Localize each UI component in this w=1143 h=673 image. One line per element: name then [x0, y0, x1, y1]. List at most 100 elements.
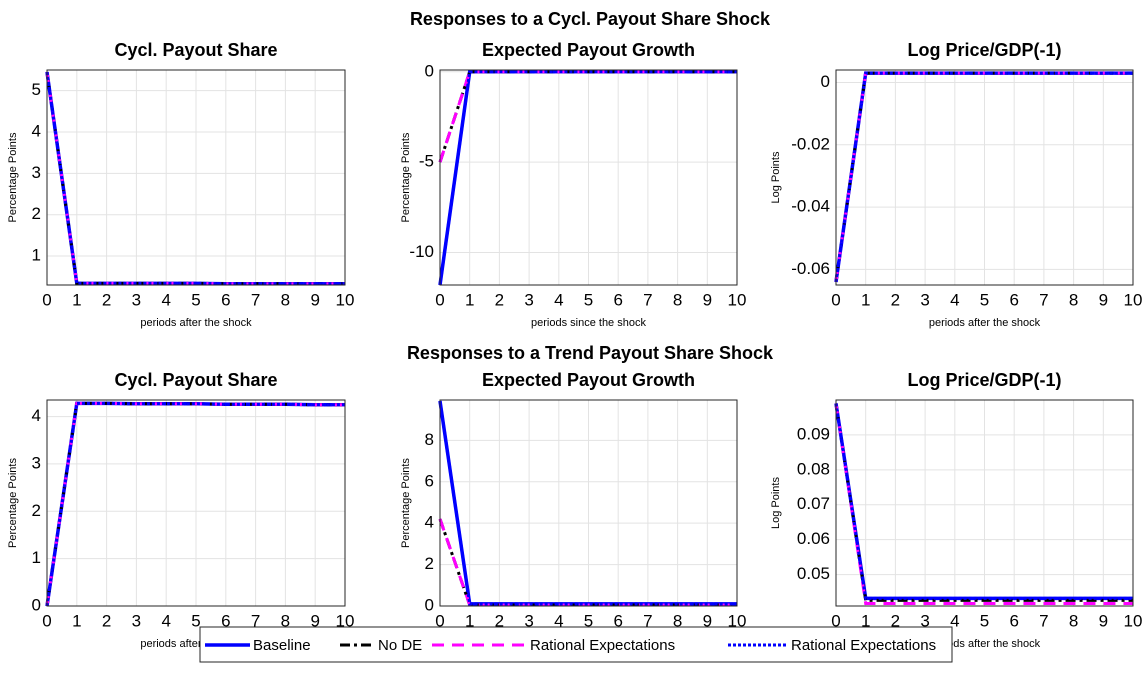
y-axis-label: Percentage Points	[400, 458, 412, 548]
x-tick-label: 10	[728, 290, 747, 309]
series-line	[45, 401, 345, 607]
x-tick-label: 4	[554, 611, 563, 630]
x-tick-label: 1	[861, 290, 870, 309]
series-line	[834, 403, 1133, 602]
x-axis-label: periods since the shock	[531, 317, 646, 329]
y-tick-label: 4	[32, 406, 41, 425]
x-tick-label: 7	[643, 611, 652, 630]
x-tick-label: 7	[251, 290, 260, 309]
x-tick-label: 0	[42, 290, 51, 309]
subplot-title: Cycl. Payout Share	[114, 40, 277, 60]
x-tick-label: 2	[891, 611, 900, 630]
y-axis-label: Percentage Points	[400, 132, 412, 222]
x-tick-label: 8	[673, 611, 682, 630]
x-tick-label: 8	[673, 290, 682, 309]
series-line	[834, 403, 1133, 606]
x-tick-label: 9	[703, 290, 712, 309]
x-tick-label: 9	[310, 290, 319, 309]
x-tick-label: 1	[72, 290, 81, 309]
y-axis-label: Percentage Points	[7, 132, 19, 222]
x-tick-label: 4	[161, 611, 170, 630]
x-tick-label: 2	[102, 290, 111, 309]
axes-box	[835, 69, 1134, 286]
x-tick-label: 5	[584, 611, 593, 630]
x-tick-label: 8	[281, 611, 290, 630]
x-tick-label: 7	[1039, 611, 1048, 630]
x-tick-label: 3	[132, 290, 141, 309]
x-tick-label: 4	[554, 290, 563, 309]
subplot-title: Expected Payout Growth	[482, 370, 695, 390]
x-tick-label: 0	[831, 611, 840, 630]
x-tick-label: 8	[281, 290, 290, 309]
subplot-title: Log Price/GDP(-1)	[907, 40, 1061, 60]
y-tick-label: 0	[32, 595, 41, 614]
y-tick-label: 0.07	[797, 494, 830, 513]
x-tick-label: 8	[1069, 290, 1078, 309]
subplot-title: Cycl. Payout Share	[114, 370, 277, 390]
axes-box	[439, 69, 738, 286]
y-tick-label: 4	[425, 513, 434, 532]
y-axis-label: Percentage Points	[7, 458, 19, 548]
y-tick-label: 2	[32, 501, 41, 520]
x-tick-label: 10	[728, 611, 747, 630]
x-tick-label: 10	[336, 290, 355, 309]
x-tick-label: 7	[643, 290, 652, 309]
legend-label: Rational Expectations	[791, 637, 936, 654]
x-tick-label: 5	[191, 290, 200, 309]
x-tick-label: 2	[495, 611, 504, 630]
x-tick-label: 0	[435, 611, 444, 630]
x-tick-label: 3	[920, 611, 929, 630]
x-tick-label: 1	[861, 611, 870, 630]
x-tick-label: 3	[524, 290, 533, 309]
legend-box	[199, 626, 953, 663]
x-axis-label: periods after the shock	[929, 638, 1041, 650]
x-tick-label: 1	[72, 611, 81, 630]
y-tick-label: 2	[425, 554, 434, 573]
series-line	[834, 403, 1133, 600]
x-tick-label: 4	[161, 290, 170, 309]
x-tick-label: 10	[336, 611, 355, 630]
x-tick-label: 3	[132, 611, 141, 630]
y-tick-label: 0	[425, 595, 434, 614]
series-line	[438, 400, 737, 606]
x-tick-label: 10	[1124, 611, 1143, 630]
y-tick-label: 3	[32, 453, 41, 472]
x-tick-label: 9	[703, 611, 712, 630]
y-tick-label: 1	[32, 548, 41, 567]
y-tick-label: -0.04	[791, 197, 830, 216]
subplot-title: Expected Payout Growth	[482, 40, 695, 60]
x-tick-label: 6	[221, 611, 230, 630]
y-tick-label: 8	[425, 430, 434, 449]
y-tick-label: 5	[32, 80, 41, 99]
x-tick-label: 10	[1124, 290, 1143, 309]
y-tick-label: -5	[419, 152, 434, 171]
axes-box	[46, 69, 346, 286]
legend-label: No DE	[378, 637, 422, 654]
y-tick-label: 0.08	[797, 459, 830, 478]
x-tick-label: 0	[42, 611, 51, 630]
y-tick-label: 4	[32, 122, 41, 141]
x-tick-label: 5	[980, 611, 989, 630]
x-tick-label: 5	[584, 290, 593, 309]
x-tick-label: 0	[831, 290, 840, 309]
y-tick-label: 0	[821, 72, 830, 91]
series-line	[438, 70, 737, 286]
axes-box	[439, 399, 738, 607]
x-tick-label: 2	[102, 611, 111, 630]
x-tick-label: 4	[950, 611, 959, 630]
series-line	[834, 71, 1133, 283]
y-tick-label: 0.09	[797, 424, 830, 443]
x-tick-label: 6	[613, 290, 622, 309]
legend-label: Rational Expectations	[530, 637, 675, 654]
x-tick-label: 5	[191, 611, 200, 630]
figure-title: Responses to a Cycl. Payout Share Shock	[410, 9, 771, 29]
x-tick-label: 2	[495, 290, 504, 309]
y-tick-label: 2	[32, 204, 41, 223]
x-tick-label: 8	[1069, 611, 1078, 630]
figure-title: Responses to a Trend Payout Share Shock	[407, 343, 774, 363]
axes-box	[46, 399, 346, 607]
x-tick-label: 3	[920, 290, 929, 309]
legend-label: Baseline	[253, 637, 311, 654]
y-axis-label: Log Points	[770, 151, 782, 203]
